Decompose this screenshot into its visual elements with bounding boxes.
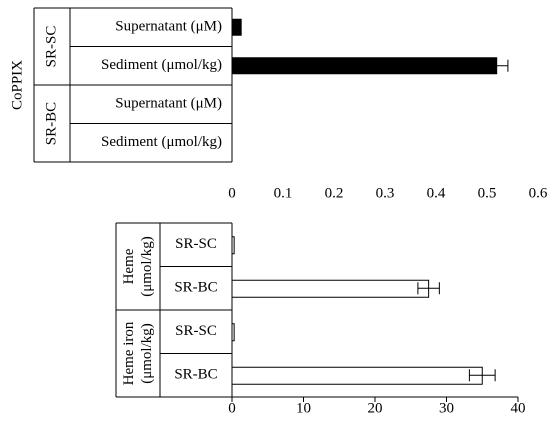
row-label: Supernatant (μM) <box>115 96 222 112</box>
x-tick-label: 0.1 <box>274 185 293 201</box>
row-label: SR-BC <box>174 280 217 296</box>
x-tick-label: 0.2 <box>325 185 344 201</box>
x-tick-label: 30 <box>439 400 454 416</box>
group-label: Heme iron (μmol/kg) <box>121 321 155 385</box>
x-tick-label: 40 <box>511 400 526 416</box>
x-tick-label: 0.6 <box>529 185 548 201</box>
row-label: Supernatant (μM) <box>115 19 222 35</box>
group-label: Heme (μmol/kg) <box>121 236 155 297</box>
bar <box>231 366 483 385</box>
x-tick-label: 10 <box>296 400 311 416</box>
row-label: SR-BC <box>174 367 217 383</box>
x-tick-label: 20 <box>368 400 383 416</box>
row-label: SR-SC <box>175 323 217 339</box>
x-tick-label: 0.3 <box>376 185 395 201</box>
bar <box>231 323 235 342</box>
x-tick-label: 0.5 <box>478 185 497 201</box>
group-label-line: (μmol/kg) <box>139 323 155 384</box>
subgroup-label: SR-SC <box>43 26 59 68</box>
group-label-line: (μmol/kg) <box>139 236 155 297</box>
row-label: Sediment (μmol/kg) <box>101 134 222 150</box>
x-tick-label: 0 <box>228 400 236 416</box>
x-tick-label: 0 <box>228 185 236 201</box>
group-label-line: Heme iron <box>121 321 137 385</box>
subgroup-label: SR-BC <box>43 102 59 145</box>
bar <box>231 18 242 36</box>
group-label-line: Heme <box>121 248 137 284</box>
bar <box>231 279 430 298</box>
group-label: CoPPIX <box>9 60 25 110</box>
bar <box>231 236 235 255</box>
x-tick-label: 0.4 <box>427 185 446 201</box>
row-label: Sediment (μmol/kg) <box>101 57 222 73</box>
bar <box>231 57 498 75</box>
row-label: SR-SC <box>175 236 217 252</box>
